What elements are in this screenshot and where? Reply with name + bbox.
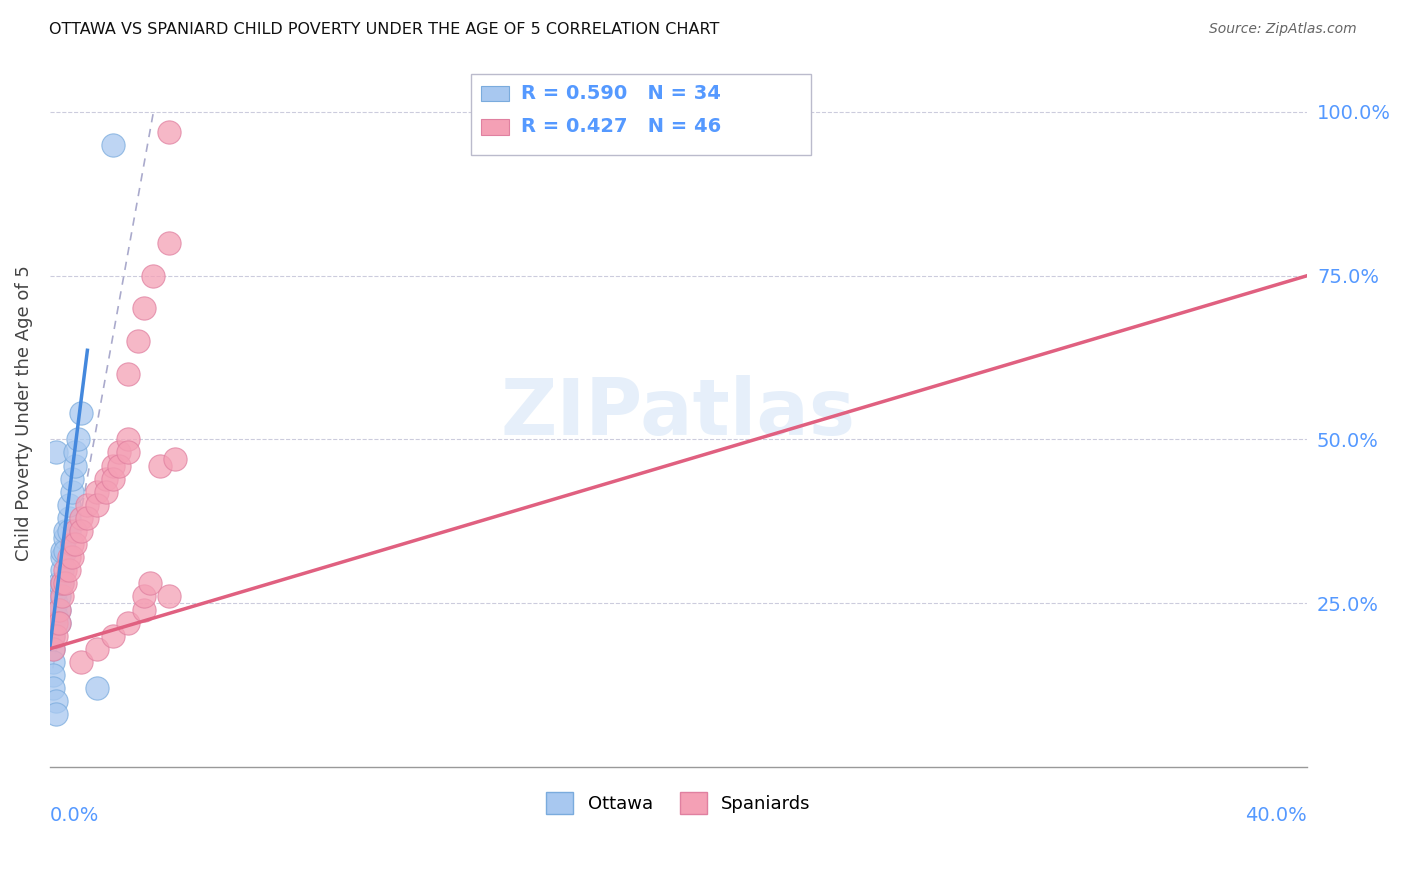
Point: [58, 498, 80, 512]
Point: [63, 445, 86, 459]
Point: [76, 511, 98, 525]
Point: [70, 655, 93, 669]
Point: [70, 511, 93, 525]
Point: [63, 524, 86, 538]
Text: 0.0%: 0.0%: [49, 805, 98, 824]
Point: [157, 590, 180, 604]
Point: [165, 452, 187, 467]
Point: [101, 629, 124, 643]
Point: [117, 445, 139, 459]
Point: [101, 137, 124, 152]
Point: [55, 531, 77, 545]
FancyBboxPatch shape: [471, 74, 810, 155]
Point: [157, 125, 180, 139]
Point: [51, 563, 73, 577]
Text: R = 0.590   N = 34: R = 0.590 N = 34: [522, 84, 721, 103]
Point: [60, 550, 83, 565]
Point: [58, 550, 80, 565]
Point: [142, 268, 165, 283]
Legend: Ottawa, Spaniards: Ottawa, Spaniards: [538, 785, 818, 822]
Point: [48, 602, 70, 616]
Point: [51, 576, 73, 591]
Point: [55, 543, 77, 558]
Point: [66, 433, 89, 447]
Point: [48, 590, 70, 604]
Point: [132, 602, 155, 616]
Text: R = 0.427   N = 46: R = 0.427 N = 46: [522, 117, 721, 136]
Point: [51, 576, 73, 591]
Point: [51, 543, 73, 558]
Point: [55, 524, 77, 538]
Point: [86, 681, 108, 695]
FancyBboxPatch shape: [481, 86, 509, 102]
Point: [42, 629, 65, 643]
Point: [139, 576, 162, 591]
Point: [86, 641, 108, 656]
Point: [51, 550, 73, 565]
Point: [42, 615, 65, 630]
Point: [108, 445, 131, 459]
Point: [42, 681, 65, 695]
Point: [60, 537, 83, 551]
Point: [117, 615, 139, 630]
Point: [55, 563, 77, 577]
Point: [101, 472, 124, 486]
Point: [108, 458, 131, 473]
Point: [117, 367, 139, 381]
Point: [60, 472, 83, 486]
Point: [45, 694, 67, 708]
Point: [48, 615, 70, 630]
Point: [48, 602, 70, 616]
Point: [96, 472, 118, 486]
Point: [63, 537, 86, 551]
Point: [42, 641, 65, 656]
Point: [63, 458, 86, 473]
Point: [45, 609, 67, 624]
Point: [86, 484, 108, 499]
Point: [55, 576, 77, 591]
Point: [157, 235, 180, 250]
Point: [42, 629, 65, 643]
Text: 40.0%: 40.0%: [1246, 805, 1308, 824]
FancyBboxPatch shape: [481, 119, 509, 135]
Point: [132, 301, 155, 316]
Point: [117, 433, 139, 447]
Point: [58, 563, 80, 577]
Point: [42, 641, 65, 656]
Point: [48, 576, 70, 591]
Text: Source: ZipAtlas.com: Source: ZipAtlas.com: [1209, 22, 1357, 37]
Point: [149, 458, 172, 473]
Point: [45, 582, 67, 597]
Point: [45, 615, 67, 630]
Point: [42, 655, 65, 669]
Point: [58, 524, 80, 538]
Y-axis label: Child Poverty Under the Age of 5: Child Poverty Under the Age of 5: [15, 265, 32, 561]
Point: [70, 406, 93, 420]
Point: [70, 524, 93, 538]
Point: [132, 590, 155, 604]
Point: [96, 484, 118, 499]
Point: [45, 629, 67, 643]
Point: [76, 498, 98, 512]
Point: [45, 445, 67, 459]
Point: [42, 668, 65, 682]
Point: [127, 334, 149, 348]
Point: [45, 596, 67, 610]
Text: ZIPatlas: ZIPatlas: [501, 376, 856, 451]
Point: [45, 707, 67, 722]
Text: OTTAWA VS SPANIARD CHILD POVERTY UNDER THE AGE OF 5 CORRELATION CHART: OTTAWA VS SPANIARD CHILD POVERTY UNDER T…: [49, 22, 720, 37]
Point: [58, 511, 80, 525]
Point: [101, 458, 124, 473]
Point: [48, 615, 70, 630]
Point: [51, 590, 73, 604]
Point: [60, 484, 83, 499]
Point: [86, 498, 108, 512]
